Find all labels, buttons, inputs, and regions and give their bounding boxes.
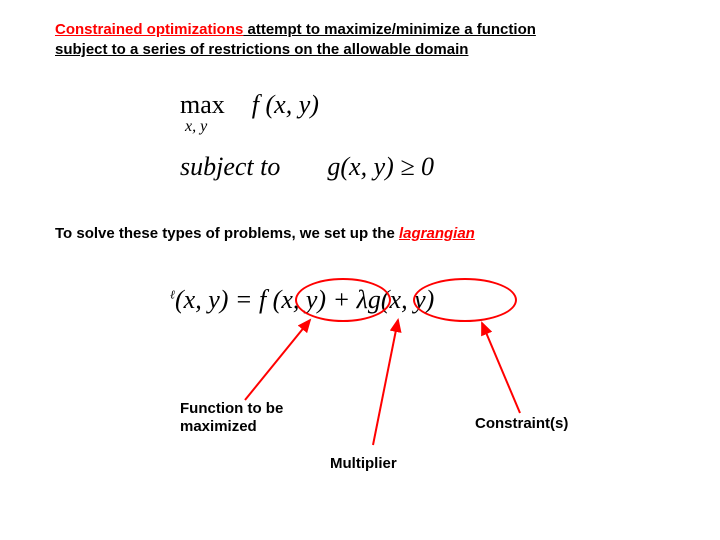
heading-rest1: attempt to maximize/minimize a function — [243, 21, 536, 38]
label-function-l1: Function to be — [180, 400, 283, 417]
math-fn-f: f (x, y) — [252, 90, 319, 119]
label-function: Function to be maximized — [180, 400, 283, 436]
mid-text-red: lagrangian — [399, 225, 475, 242]
math-fn-g: g(x, y) ≥ 0 — [327, 152, 434, 181]
arrow-to-f — [245, 320, 310, 400]
math-subject-label: subject to — [180, 152, 280, 181]
label-multiplier: Multiplier — [330, 455, 397, 472]
math-subject-to: subject to g(x, y) ≥ 0 — [180, 152, 434, 182]
math-max-sub: x, y — [185, 118, 207, 136]
mid-text: To solve these types of problems, we set… — [55, 225, 475, 242]
lagrangian-p1: (x, y) = — [175, 285, 259, 314]
heading-block: Constrained optimizations attempt to max… — [55, 20, 536, 60]
label-function-l2: maximized — [180, 418, 257, 435]
ellipse-f — [295, 278, 391, 322]
math-max-line: max f (x, y) — [180, 90, 319, 120]
ellipse-g — [413, 278, 517, 322]
label-constraints: Constraint(s) — [475, 415, 568, 432]
heading-line2: subject to a series of restrictions on t… — [55, 41, 468, 58]
mid-text-before: To solve these types of problems, we set… — [55, 225, 399, 242]
arrow-to-lambda — [373, 320, 398, 445]
heading-red: Constrained optimizations — [55, 21, 243, 38]
math-max: max — [180, 90, 225, 119]
arrow-to-g — [482, 323, 520, 413]
